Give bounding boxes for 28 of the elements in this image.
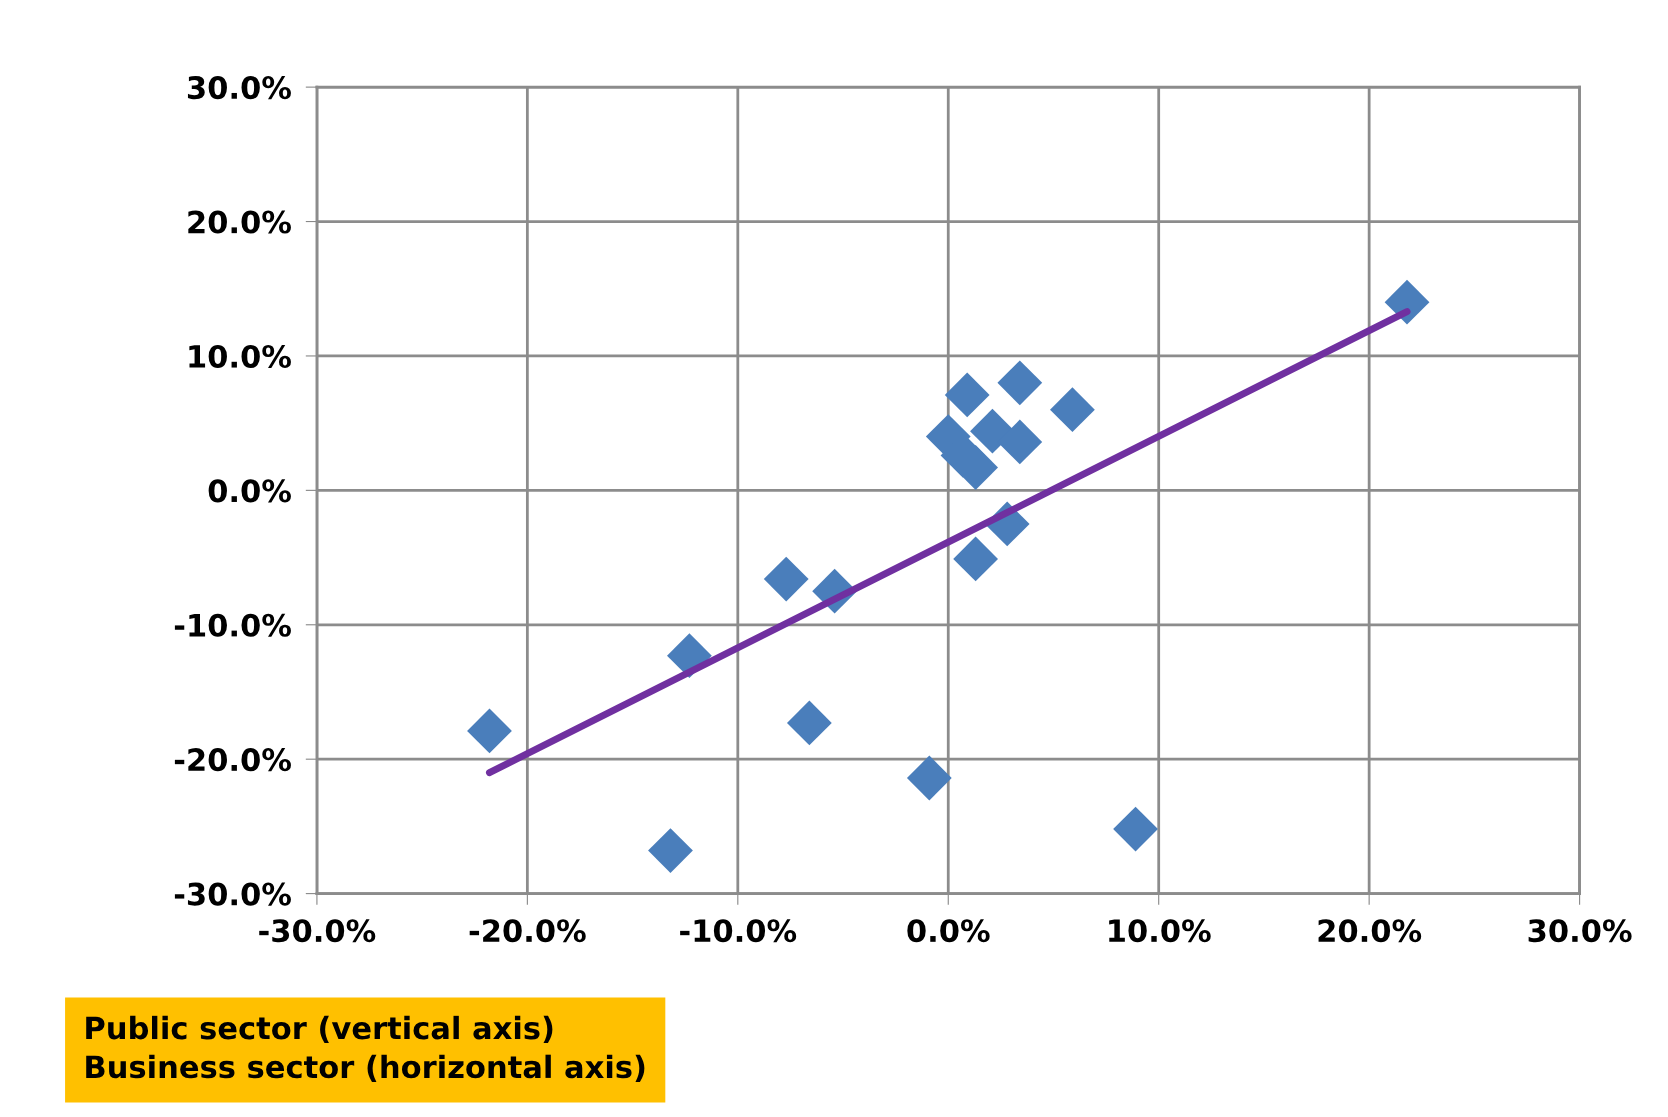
x-tick-label: -30.0% — [259, 919, 376, 943]
x-tick-label: 20.0% — [1318, 919, 1422, 943]
point — [786, 700, 832, 746]
y-tick-label: -10.0% — [174, 613, 291, 637]
text: Public sector (vertical axis) Business sector (horizontal axis) — [86, 1015, 645, 1082]
y-tick-label: -20.0% — [174, 748, 291, 772]
y-tick-label: 10.0% — [189, 344, 291, 368]
y-tick-label: 20.0% — [188, 210, 291, 234]
x-tick-label: 0.0% — [907, 919, 990, 943]
y-tick-label: 0.0% — [208, 479, 291, 503]
point — [1050, 387, 1095, 433]
x-tick-label: 30.0% — [1528, 919, 1632, 943]
x-tick-label: -10.0% — [680, 919, 797, 943]
point — [1384, 279, 1430, 325]
x-tick-label: -20.0% — [469, 919, 586, 943]
point — [953, 445, 999, 490]
point — [997, 419, 1043, 465]
point — [906, 755, 952, 801]
point — [997, 360, 1043, 406]
point — [763, 556, 809, 602]
point — [648, 828, 693, 873]
point — [944, 372, 990, 418]
x-tick-label: 10.0% — [1109, 919, 1211, 943]
point — [1113, 806, 1158, 852]
point — [953, 536, 999, 582]
y-tick-label: -30.0% — [174, 882, 291, 906]
y-tick-label: 30.0% — [187, 76, 291, 100]
point — [467, 708, 512, 754]
